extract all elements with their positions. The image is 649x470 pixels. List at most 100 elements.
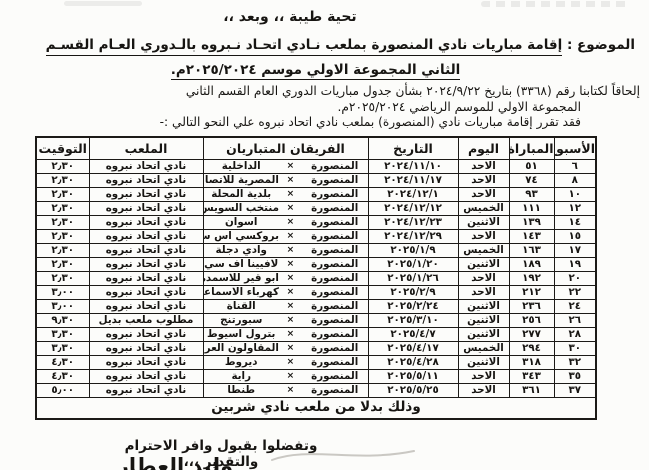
match-cell: ٥١ <box>508 159 555 174</box>
vs-symbol: × <box>286 342 295 353</box>
vs-symbol: × <box>286 286 295 297</box>
footer-note: وذلك بدلا من ملعب نادي شربين <box>35 397 597 420</box>
home-team: المنصورة <box>311 384 359 397</box>
day-cell: الخميس <box>457 341 510 356</box>
teams-cell: المنصورة × منتخب السويس <box>202 201 369 216</box>
day-cell: الاحد <box>457 271 510 286</box>
stadium-cell: نادي اتحاد نبروه <box>88 229 204 244</box>
date-cell: ٢٠٢٥/٤/٢٨ <box>367 355 459 370</box>
home-team: المنصورة <box>311 314 359 327</box>
vs-symbol: × <box>286 216 295 227</box>
scan-artifact <box>481 1 631 7</box>
time-cell: ٢٫٣٠ <box>35 187 90 202</box>
date-cell: ٢٠٢٥/١/٢٠ <box>367 257 459 272</box>
match-cell: ٢٣٦ <box>508 299 555 314</box>
match-cell: ١٦٣ <box>508 243 555 258</box>
date-cell: ٢٠٢٥/٥/٢٥ <box>367 383 459 398</box>
schedule-table-body: ٦ ٥١ الاحد ٢٠٢٤/١١/١٠ المنصورة × الداخلي… <box>35 159 597 398</box>
body-line-3: فقد تقرر إقامة مباريات نادي (المنصورة) ب… <box>159 115 581 129</box>
teams-cell: المنصورة × بلدية المحلة <box>202 187 369 202</box>
table-row: ٣٥ ٣٤٣ الاحد ٢٠٢٥/٥/١١ المنصورة × راية ن… <box>35 369 597 384</box>
stadium-cell: نادي اتحاد نبروه <box>88 299 204 314</box>
stadium-cell: نادي اتحاد نبروه <box>88 201 204 216</box>
subject-text: إقامة مباريات نادي المنصورة بملعب نـادي … <box>45 37 563 56</box>
opponent-team: وادي دجلة <box>215 244 267 257</box>
week-cell: ٦ <box>553 159 597 174</box>
home-team: المنصورة <box>311 300 359 313</box>
vs-symbol: × <box>286 272 295 283</box>
opponent-team: بترول اسيوط <box>207 328 276 341</box>
week-cell: ١٥ <box>553 229 597 244</box>
teams-cell: المنصورة × اسوان <box>202 215 369 230</box>
opponent-team: المقاولون العرب <box>204 342 279 355</box>
teams-cell: المنصورة × المصرية للاتصالات <box>202 173 369 188</box>
vs-symbol: × <box>286 258 295 269</box>
greeting-line: تحية طيبة ،، وبعد ،، <box>223 9 357 25</box>
match-cell: ٧٤ <box>508 173 555 188</box>
week-cell: ١٢ <box>553 201 597 216</box>
home-team: المنصورة <box>311 174 359 187</box>
opponent-team: طنطا <box>227 384 256 397</box>
stadium-cell: نادي اتحاد نبروه <box>88 369 204 384</box>
day-cell: الاحد <box>457 369 510 384</box>
teams-cell: المنصورة × بترول اسيوط <box>202 327 369 342</box>
opponent-team: الداخلية <box>221 160 261 173</box>
time-cell: ٢٫٣٠ <box>35 215 90 230</box>
match-cell: ٩٣ <box>508 187 555 202</box>
vs-symbol: × <box>286 314 295 325</box>
vs-symbol: × <box>286 244 295 255</box>
time-cell: ٤٫٣٠ <box>35 369 90 384</box>
time-cell: ٣٫٠٠ <box>35 285 90 300</box>
day-cell: الاثنين <box>457 299 510 314</box>
week-cell: ٣٥ <box>553 369 597 384</box>
table-row: ١٤ ١٣٩ الاثنين ٢٠٢٤/١٢/٢٣ المنصورة × اسو… <box>35 215 597 230</box>
opponent-team: المصرية للاتصالات <box>204 174 279 187</box>
day-cell: الاثنين <box>457 313 510 328</box>
week-cell: ١٧ <box>553 243 597 258</box>
date-cell: ٢٠٢٥/١/٢٦ <box>367 271 459 286</box>
day-cell: الاحد <box>457 173 510 188</box>
table-row: ١٥ ١٤٣ الاحد ٢٠٢٤/١٢/٢٩ المنصورة × بروكس… <box>35 229 597 244</box>
opponent-team: القناة <box>226 300 256 313</box>
time-cell: ٢٫٣٠ <box>35 159 90 174</box>
vs-symbol: × <box>286 160 295 171</box>
home-team: المنصورة <box>311 370 359 383</box>
day-cell: الخميس <box>457 201 510 216</box>
date-cell: ٢٠٢٤/١١/١٧ <box>367 173 459 188</box>
header-stadium: الملعب <box>88 136 204 160</box>
day-cell: الاحد <box>457 187 510 202</box>
match-cell: ١٨٩ <box>508 257 555 272</box>
stadium-cell: نادي اتحاد نبروه <box>88 327 204 342</box>
date-cell: ٢٠٢٥/٤/٧ <box>367 327 459 342</box>
time-cell: ٢٫٣٠ <box>35 173 90 188</box>
table-header-row: الأسبوع المباراة اليوم التاريخ الفريقان … <box>35 136 597 160</box>
date-cell: ٢٠٢٥/٥/١١ <box>367 369 459 384</box>
home-team: المنصورة <box>311 202 359 215</box>
match-cell: ١٩٢ <box>508 271 555 286</box>
date-cell: ٢٠٢٤/١١/١٠ <box>367 159 459 174</box>
opponent-team: ديروط <box>224 356 258 369</box>
match-cell: ٣١٨ <box>508 355 555 370</box>
week-cell: ٣٢ <box>553 355 597 370</box>
day-cell: الاثنين <box>457 327 510 342</box>
date-cell: ٢٠٢٥/١/٩ <box>367 243 459 258</box>
time-cell: ٢٫٣٠ <box>35 243 90 258</box>
vs-symbol: × <box>286 230 295 241</box>
home-team: المنصورة <box>311 188 359 201</box>
stadium-cell: نادي اتحاد نبروه <box>88 257 204 272</box>
stadium-cell: نادي اتحاد نبروه <box>88 341 204 356</box>
vs-symbol: × <box>286 202 295 213</box>
week-cell: ٢٢ <box>553 285 597 300</box>
stadium-cell: نادي اتحاد نبروه <box>88 187 204 202</box>
week-cell: ٣٠ <box>553 341 597 356</box>
home-team: المنصورة <box>311 244 359 257</box>
time-cell: ٣٫٣٠ <box>35 327 90 342</box>
opponent-team: بروكسي اس سي <box>204 230 279 243</box>
teams-cell: المنصورة × بروكسي اس سي <box>202 229 369 244</box>
teams-cell: المنصورة × المقاولون العرب <box>202 341 369 356</box>
stadium-cell: نادي اتحاد نبروه <box>88 215 204 230</box>
vs-symbol: × <box>286 370 295 381</box>
teams-cell: المنصورة × راية <box>202 369 369 384</box>
week-cell: ٢٤ <box>553 299 597 314</box>
vs-symbol: × <box>286 328 295 339</box>
